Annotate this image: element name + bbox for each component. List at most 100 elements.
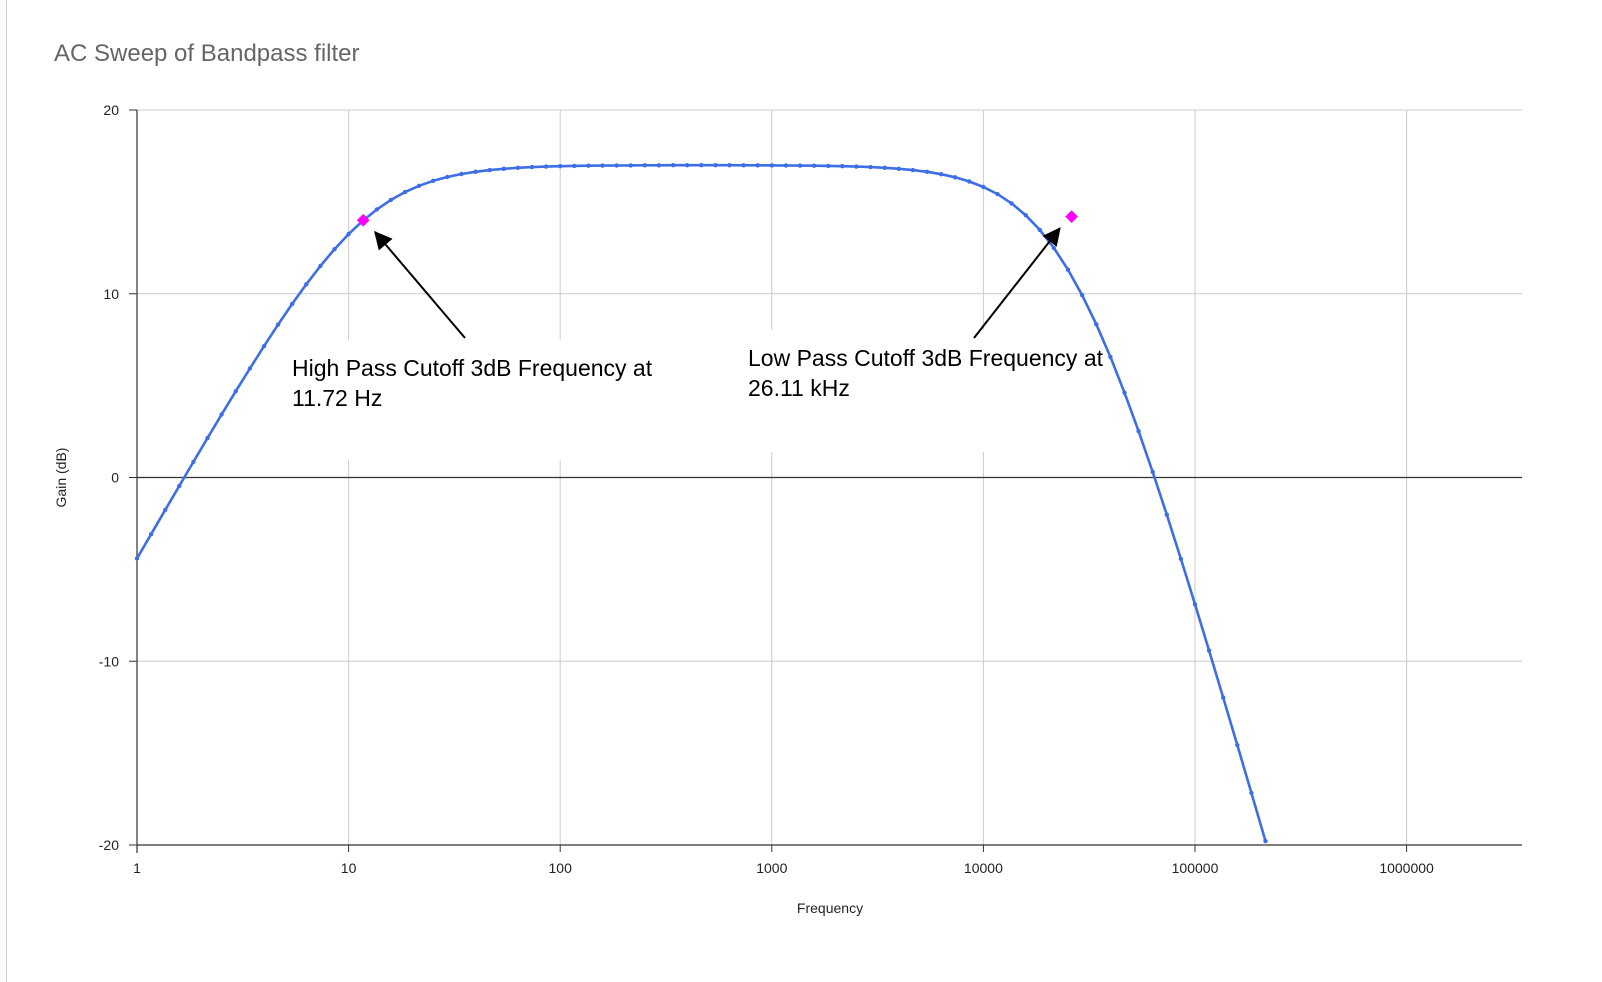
data-point — [727, 163, 732, 168]
data-point — [1178, 556, 1184, 562]
x-tick-label: 10000 — [964, 860, 1003, 876]
data-point — [473, 169, 478, 174]
data-point — [967, 179, 972, 184]
data-point — [1206, 648, 1212, 653]
data-point — [670, 163, 676, 168]
data-point — [346, 231, 351, 237]
data-point — [261, 344, 267, 349]
data-point — [995, 191, 1000, 197]
x-axis-title: Frequency — [797, 900, 863, 916]
annotation-backdrop — [738, 330, 1118, 452]
cutoff-marker — [356, 213, 370, 227]
x-tick-label: 1000000 — [1379, 860, 1434, 876]
data-point — [1249, 790, 1254, 796]
data-point — [501, 166, 506, 171]
data-point — [572, 163, 577, 169]
data-point — [1221, 695, 1226, 700]
data-point — [402, 189, 408, 195]
annotation-line: 26.11 kHz — [748, 375, 850, 401]
data-point — [1235, 742, 1240, 748]
data-point — [529, 164, 535, 170]
cutoff-marker — [1065, 210, 1078, 223]
data-point — [148, 532, 154, 537]
data-point — [1263, 838, 1268, 844]
data-point — [431, 178, 436, 183]
data-point — [275, 322, 281, 327]
axes — [129, 109, 1522, 853]
x-tick-label: 10 — [341, 860, 357, 876]
data-point — [910, 167, 916, 173]
data-point — [1108, 354, 1113, 360]
data-point — [332, 247, 337, 252]
data-point — [783, 163, 789, 168]
y-tick-label: -10 — [99, 653, 119, 669]
data-point — [318, 263, 323, 269]
data-point — [1150, 469, 1155, 475]
left-panel-edge — [0, 0, 7, 982]
data-point — [219, 412, 224, 417]
data-point — [163, 507, 168, 513]
data-point — [1122, 390, 1127, 395]
data-point — [1136, 429, 1141, 434]
data-point — [741, 163, 746, 168]
x-tick-label: 1 — [133, 860, 141, 876]
data-point — [487, 167, 492, 173]
data-point — [896, 166, 901, 171]
data-point — [1037, 227, 1043, 233]
data-point — [586, 163, 591, 168]
data-point — [205, 435, 210, 441]
chart-title: AC Sweep of Bandpass filter — [54, 40, 360, 67]
data-point — [938, 172, 944, 177]
data-point — [685, 163, 690, 168]
data-point — [797, 163, 803, 168]
data-point — [769, 163, 774, 168]
data-point — [953, 175, 958, 180]
cutoff-markers — [356, 210, 1078, 227]
data-point — [177, 483, 182, 489]
gain-series — [134, 163, 1268, 844]
data-point — [755, 163, 760, 168]
y-tick-label: -20 — [99, 837, 119, 853]
y-tick-label: 10 — [103, 286, 119, 302]
x-tick-label: 100000 — [1172, 860, 1219, 876]
data-point — [699, 163, 704, 168]
data-point — [882, 165, 887, 170]
gain-line — [135, 163, 1267, 842]
data-point — [868, 164, 873, 170]
data-point — [388, 197, 394, 203]
annotation-line: Low Pass Cutoff 3dB Frequency at — [748, 345, 1103, 371]
data-point — [642, 163, 647, 168]
data-point — [713, 163, 718, 168]
y-tick-label: 20 — [103, 102, 119, 118]
data-point — [628, 163, 633, 168]
data-point — [981, 184, 986, 190]
y-tick-label: 0 — [111, 470, 119, 486]
data-point — [459, 171, 464, 177]
data-point — [1065, 267, 1071, 272]
data-point — [600, 163, 605, 168]
data-point — [614, 163, 619, 168]
data-point — [811, 163, 817, 168]
data-point — [826, 163, 831, 169]
data-point — [191, 459, 196, 465]
data-point — [854, 164, 859, 169]
data-point — [656, 163, 662, 168]
annotation-arrow — [973, 227, 1061, 339]
data-point — [1051, 245, 1057, 251]
data-point — [1094, 322, 1099, 327]
x-tick-label: 100 — [549, 860, 573, 876]
data-point — [304, 282, 309, 287]
data-point — [1023, 213, 1028, 218]
gridlines — [137, 109, 1522, 845]
high-pass-annotation: High Pass Cutoff 3dB Frequency at 11.72 … — [292, 353, 652, 413]
x-tick-label: 1000 — [756, 860, 787, 876]
data-point — [515, 165, 521, 170]
data-point — [290, 301, 295, 307]
data-point — [445, 174, 450, 180]
data-point — [233, 389, 238, 394]
annotation-line: 11.72 Hz — [292, 385, 383, 411]
annotation-line: High Pass Cutoff 3dB Frequency at — [292, 355, 653, 381]
data-point — [1079, 292, 1085, 298]
